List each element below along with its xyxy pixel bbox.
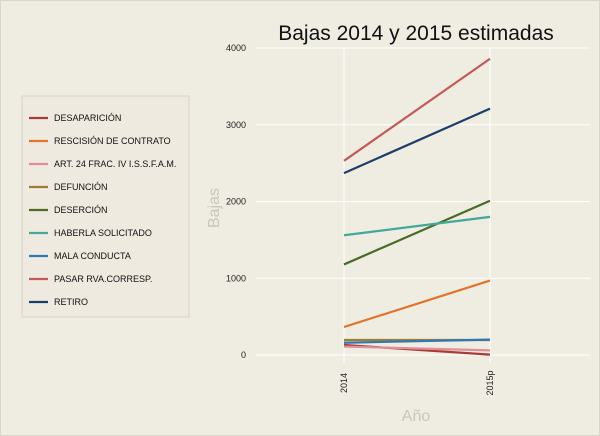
- legend-label: RESCISIÓN DE CONTRATO: [54, 136, 171, 146]
- legend-box: [21, 95, 190, 318]
- series-line: [343, 57, 491, 162]
- series-line: [343, 107, 491, 175]
- y-tick-label: 4000: [226, 43, 246, 53]
- legend-label: MALA CONDUCTA: [54, 251, 131, 261]
- legend-label: DESAPARICIÓN: [54, 113, 121, 123]
- series-line: [343, 338, 491, 344]
- x-tick-label: 2015p: [485, 370, 495, 395]
- x-tick-labels: 2014 2015p: [339, 370, 495, 395]
- grid-lines: [256, 47, 590, 363]
- x-axis-title: Año: [402, 408, 431, 425]
- legend-label: RETIRO: [54, 297, 88, 307]
- series-line: [343, 279, 491, 329]
- series-line: [343, 199, 491, 266]
- legend-label: PASAR RVA.CORRESP.: [54, 274, 152, 284]
- legend: DESAPARICIÓN RESCISIÓN DE CONTRATO ART. 24…: [21, 95, 190, 318]
- chart-title: Bajas 2014 y 2015 estimadas: [278, 22, 554, 45]
- y-tick-label: 3000: [226, 120, 246, 130]
- legend-label: DESERCIÓN: [54, 205, 108, 215]
- y-axis-title: Bajas: [206, 188, 223, 228]
- plot-area: [254, 48, 594, 368]
- legend-label: HABERLA SOLICITADO: [54, 228, 152, 238]
- y-tick-label: 0: [241, 350, 246, 360]
- y-tick-labels: 0 1000 2000 3000 4000: [226, 43, 246, 360]
- series-line: [343, 345, 491, 352]
- y-tick-label: 2000: [226, 197, 246, 207]
- x-tick-label: 2014: [339, 373, 349, 393]
- y-tick-label: 1000: [226, 273, 246, 283]
- series-line: [343, 215, 491, 237]
- series-lines: [343, 57, 491, 356]
- legend-label: ART. 24 FRAC. IV I.S.S.F.A.M.: [54, 159, 176, 169]
- legend-label: DEFUNCIÓN: [54, 182, 108, 192]
